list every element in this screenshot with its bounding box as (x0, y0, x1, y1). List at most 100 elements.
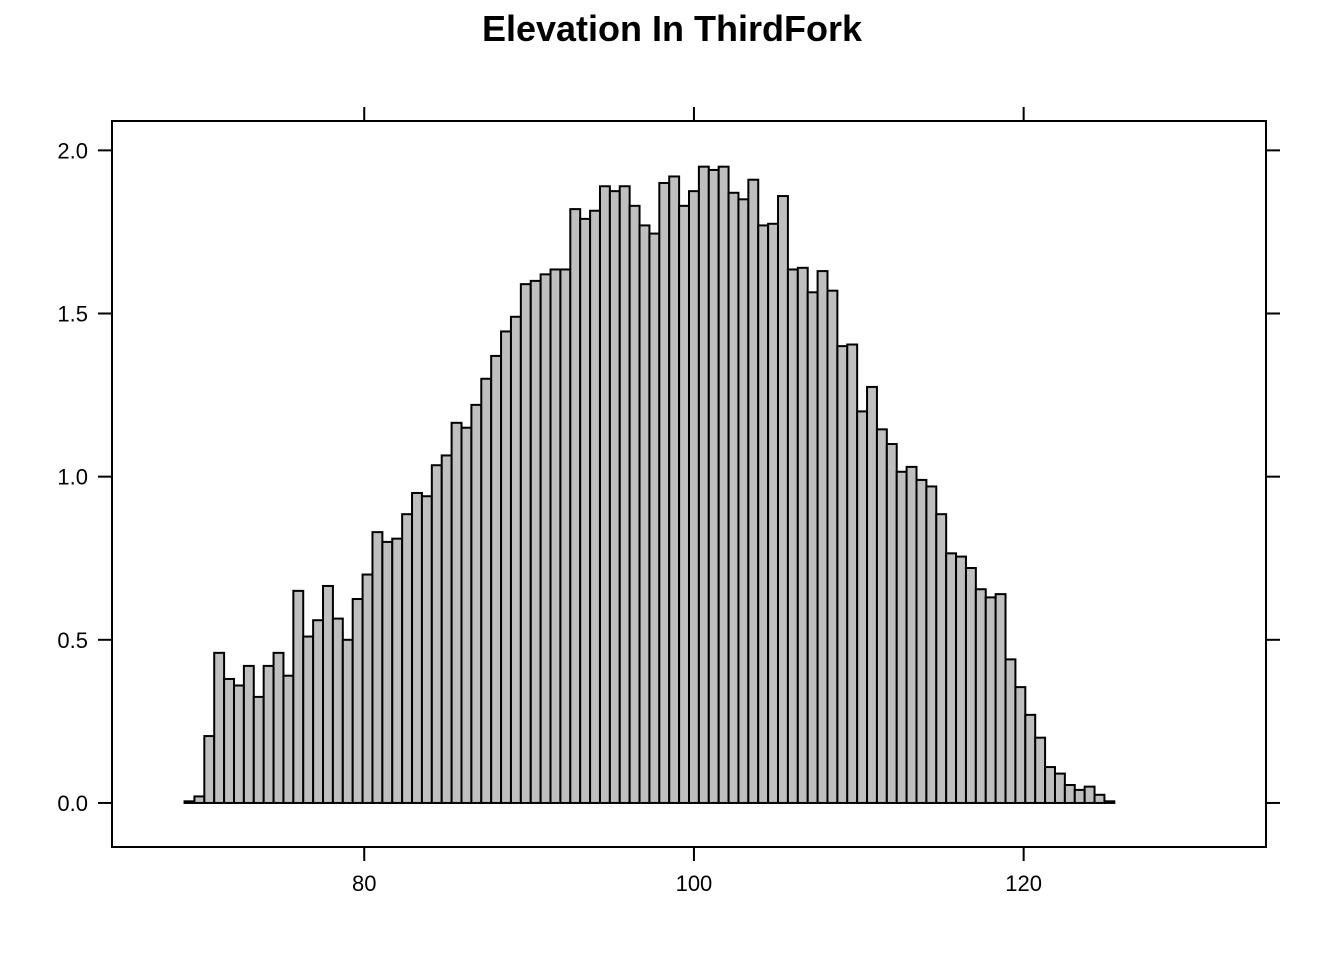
histogram-bar (658, 181, 671, 804)
histogram-bar (282, 674, 295, 804)
y-tick-label: 1.0 (57, 465, 88, 490)
chart-title: Elevation In ThirdFork (481, 8, 863, 49)
histogram-bar (509, 315, 522, 804)
histogram-bar (628, 204, 641, 804)
histogram-bar (1034, 736, 1047, 804)
histogram-bar (331, 617, 344, 804)
histogram-bar (688, 190, 700, 804)
histogram-bar (312, 619, 325, 804)
histogram-bar (925, 485, 938, 804)
histogram-bar (796, 266, 809, 804)
histogram-bar (846, 343, 859, 804)
histogram-bar (252, 695, 265, 804)
histogram-bar (440, 454, 453, 804)
x-tick-label: 100 (676, 871, 713, 896)
histogram-bar (608, 190, 621, 804)
histogram-bar (490, 354, 503, 804)
histogram-bar (777, 195, 789, 804)
histogram-bar (994, 593, 1007, 804)
y-tick-label: 1.5 (57, 302, 88, 327)
histogram-bar (964, 567, 977, 804)
histogram-bar (598, 185, 611, 804)
histogram-bar (717, 165, 730, 804)
histogram-bar (302, 635, 315, 804)
histogram-bar (361, 573, 374, 804)
histogram-bar (1004, 658, 1017, 804)
histogram-bar (460, 426, 473, 804)
histogram-bar (697, 165, 710, 804)
histogram-bar (589, 209, 601, 804)
histogram-bar (519, 283, 532, 804)
histogram-bar (1024, 713, 1037, 804)
histogram-bar (183, 800, 196, 804)
histogram-bar (767, 222, 780, 804)
histogram-bar (856, 410, 869, 804)
histogram-bar (549, 268, 562, 804)
histogram-bar (1073, 788, 1086, 804)
histogram-bar (1053, 772, 1066, 804)
histogram-bar (272, 651, 285, 804)
histogram-bar (420, 495, 433, 804)
histogram-bar (875, 428, 888, 804)
histogram-bar (984, 596, 997, 804)
histogram-bar (569, 208, 582, 804)
histogram-bar (1103, 800, 1116, 804)
histogram-bar (895, 470, 908, 804)
plot-frame (111, 120, 1267, 848)
histogram-bar (203, 735, 216, 804)
histogram-bar (806, 291, 819, 804)
histogram-bar (945, 552, 958, 804)
histogram-bar (974, 588, 987, 804)
histogram-bar (292, 589, 305, 804)
histogram-bar (371, 531, 384, 804)
histogram-bar (727, 191, 740, 804)
histogram-bar (500, 330, 512, 804)
histogram-bar (411, 491, 423, 804)
histogram-bar (242, 664, 255, 804)
histogram-bar (341, 638, 354, 804)
histogram-bar (955, 555, 967, 804)
histogram-bar (816, 270, 829, 804)
histogram-bar (223, 677, 235, 804)
histogram-bar (678, 204, 691, 804)
histogram-bar (430, 464, 443, 804)
histogram-bar (648, 232, 661, 804)
x-tick-label: 80 (352, 871, 376, 896)
histogram-bar (1083, 785, 1096, 804)
histogram-bar (786, 268, 799, 804)
histogram-bar (707, 168, 720, 804)
x-tick-label: 120 (1005, 871, 1042, 896)
histogram-bar (638, 224, 651, 804)
histogram-bar (1093, 793, 1106, 804)
y-tick-label: 2.0 (57, 138, 88, 163)
histogram-bar (579, 217, 592, 804)
histogram-bar (322, 584, 334, 804)
histogram-bar (381, 540, 394, 804)
histogram-bar (915, 478, 928, 804)
histogram-bar (480, 377, 493, 804)
histogram-bar (885, 443, 898, 804)
histogram-bar (470, 403, 483, 804)
histogram-bar (1063, 784, 1076, 804)
histogram-bar (747, 178, 760, 804)
histogram-bar (826, 289, 839, 804)
histogram-bar (539, 273, 552, 804)
histogram-bar (262, 664, 275, 804)
histogram-bar (618, 185, 631, 804)
histogram-bar (935, 513, 948, 804)
histogram-bar (836, 345, 849, 804)
y-tick-label: 0.5 (57, 628, 88, 653)
histogram-bar (232, 684, 245, 804)
histogram-bar (351, 598, 364, 804)
y-tick-label: 0.0 (57, 791, 88, 816)
histogram-bar (529, 279, 542, 804)
histogram-bar (668, 175, 681, 804)
histogram-bar (905, 465, 918, 804)
histogram-bar (401, 513, 414, 804)
histogram-bar (737, 198, 750, 804)
histogram-bar (866, 385, 878, 804)
histogram-bar (391, 537, 404, 804)
histogram-bar (213, 651, 226, 804)
